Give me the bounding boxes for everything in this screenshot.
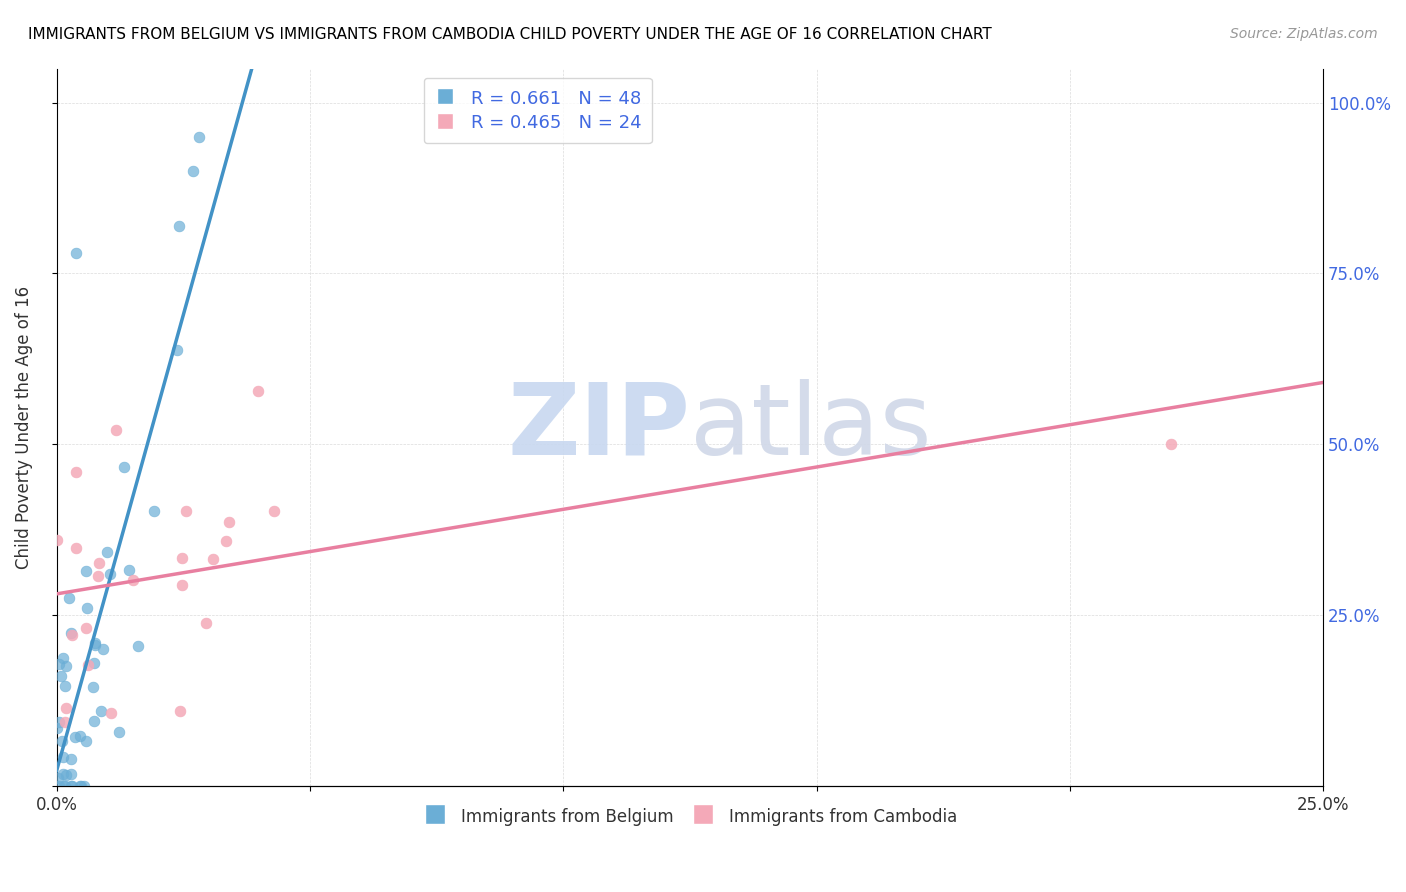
Point: [263, 504, 285, 518]
Point: [48, 779, 70, 793]
Text: Source: ZipAtlas.com: Source: ZipAtlas.com: [1230, 27, 1378, 41]
Point: [166, 343, 188, 358]
Point: [70, 779, 93, 793]
Point: [46, 721, 69, 735]
Point: [60, 626, 83, 640]
Point: [91, 641, 114, 656]
Point: [142, 504, 165, 518]
Point: [187, 129, 209, 144]
Point: [201, 552, 224, 566]
Point: [104, 423, 127, 437]
Point: [55, 659, 77, 673]
Point: [53, 779, 76, 793]
Point: [65, 465, 87, 479]
Point: [76, 601, 98, 615]
Point: [65, 246, 87, 260]
Point: [1160, 437, 1182, 451]
Point: [59, 751, 82, 765]
Point: [167, 219, 190, 233]
Point: [58, 591, 80, 605]
Point: [46, 533, 69, 547]
Point: [118, 563, 141, 577]
Point: [59, 767, 82, 781]
Point: [60, 628, 83, 642]
Point: [53, 779, 76, 793]
Point: [60, 779, 83, 793]
Point: [52, 766, 75, 780]
Point: [46, 772, 69, 786]
Point: [86, 569, 108, 583]
Point: [96, 545, 118, 559]
Point: [98, 566, 121, 581]
Point: [75, 621, 97, 635]
Point: [100, 706, 122, 720]
Point: [90, 704, 112, 718]
Point: [84, 638, 107, 652]
Point: [215, 534, 238, 549]
Text: ZIP: ZIP: [508, 378, 690, 475]
Point: [52, 650, 75, 665]
Point: [77, 658, 100, 673]
Point: [55, 714, 77, 729]
Point: [174, 504, 197, 518]
Point: [181, 164, 204, 178]
Point: [53, 680, 76, 694]
Point: [82, 680, 104, 694]
Point: [87, 557, 110, 571]
Text: atlas: atlas: [690, 378, 932, 475]
Text: IMMIGRANTS FROM BELGIUM VS IMMIGRANTS FROM CAMBODIA CHILD POVERTY UNDER THE AGE : IMMIGRANTS FROM BELGIUM VS IMMIGRANTS FR…: [28, 27, 991, 42]
Point: [63, 730, 86, 744]
Point: [52, 749, 75, 764]
Point: [170, 578, 193, 592]
Point: [60, 779, 83, 793]
Point: [83, 636, 105, 650]
Point: [69, 779, 91, 793]
Point: [48, 714, 70, 729]
Point: [218, 516, 240, 530]
Point: [55, 701, 77, 715]
Point: [83, 656, 105, 670]
Point: [49, 669, 72, 683]
Point: [170, 551, 193, 566]
Point: [195, 615, 218, 630]
Point: [108, 725, 131, 739]
Point: [247, 384, 270, 398]
Point: [169, 704, 191, 718]
Point: [48, 657, 70, 672]
Point: [73, 779, 96, 793]
Point: [55, 768, 77, 782]
Point: [127, 639, 149, 653]
Point: [112, 460, 135, 475]
Point: [51, 734, 73, 748]
Legend: Immigrants from Belgium, Immigrants from Cambodia: Immigrants from Belgium, Immigrants from…: [415, 797, 966, 835]
Point: [75, 734, 97, 748]
Point: [69, 729, 91, 743]
Y-axis label: Child Poverty Under the Age of 16: Child Poverty Under the Age of 16: [15, 285, 32, 569]
Point: [122, 573, 145, 587]
Point: [75, 564, 97, 578]
Point: [65, 541, 87, 555]
Point: [83, 714, 105, 728]
